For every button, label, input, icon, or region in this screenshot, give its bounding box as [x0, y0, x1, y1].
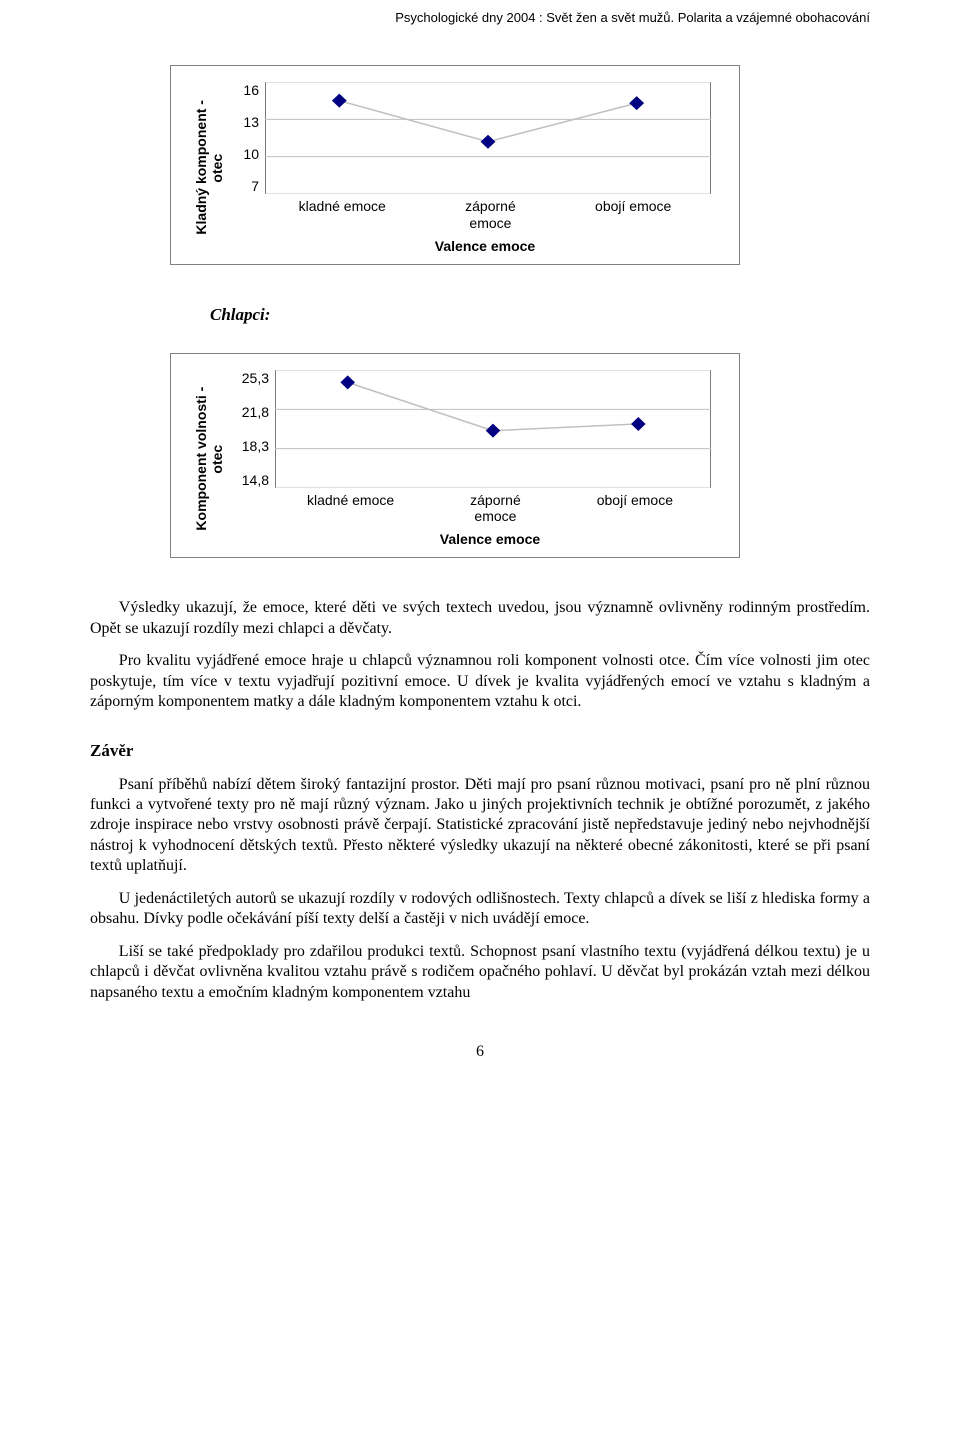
xtick-label: záporné emoce — [465, 198, 516, 232]
zaver-paragraph-3: Liší se také předpoklady pro zdařilou pr… — [90, 942, 870, 1003]
xtick-label: záporné emoce — [470, 492, 521, 526]
chart1-xticks: kladné emoce záporné emoce obojí emoce — [259, 198, 711, 232]
xtick-label: kladné emoce — [307, 492, 394, 526]
xtick-label: kladné emoce — [299, 198, 386, 232]
chart-komponent-volnosti-otec: Komponent volnosti - otec 25,3 21,8 18,3 14… — [170, 353, 740, 559]
chart2-yticks: 25,3 21,8 18,3 14,8 — [229, 370, 275, 488]
chart2-ylabel: Komponent volnosti - otec — [189, 370, 229, 548]
ytick-label: 25,3 — [242, 370, 269, 386]
zaver-paragraph-2: U jedenáctiletých autorů se ukazují rozd… — [90, 889, 870, 930]
page-number: 6 — [90, 1043, 870, 1061]
ytick-label: 16 — [243, 82, 259, 98]
ytick-label: 14,8 — [242, 472, 269, 488]
xtick-label: obojí emoce — [597, 492, 673, 526]
results-paragraph-2: Pro kvalitu vyjádřené emoce hraje u chla… — [90, 651, 870, 712]
xtick-label: obojí emoce — [595, 198, 671, 232]
running-header: Psychologické dny 2004 : Svět žen a svět… — [90, 10, 870, 25]
chart1-plot — [265, 82, 711, 194]
chart2-xlabel: Valence emoce — [269, 531, 711, 547]
chart1-xlabel: Valence emoce — [259, 238, 711, 254]
ytick-label: 7 — [251, 178, 259, 194]
zaver-heading: Závěr — [90, 741, 870, 761]
ytick-label: 10 — [243, 146, 259, 162]
chart-kladny-komponent-otec: Kladný komponent - otec 16 13 10 7 kladné e… — [170, 65, 740, 265]
ytick-label: 13 — [243, 114, 259, 130]
results-paragraph-1: Výsledky ukazují, že emoce, které děti v… — [90, 598, 870, 639]
zaver-paragraph-1: Psaní příběhů nabízí dětem široký fantaz… — [90, 775, 870, 877]
ytick-label: 21,8 — [242, 404, 269, 420]
chart1-yticks: 16 13 10 7 — [229, 82, 265, 194]
chart2-xticks: kladné emoce záporné emoce obojí emoce — [269, 492, 711, 526]
ytick-label: 18,3 — [242, 438, 269, 454]
chlapci-label: Chlapci: — [210, 305, 870, 325]
chart1-ylabel: Kladný komponent - otec — [189, 82, 229, 254]
chart2-plot — [275, 370, 711, 488]
